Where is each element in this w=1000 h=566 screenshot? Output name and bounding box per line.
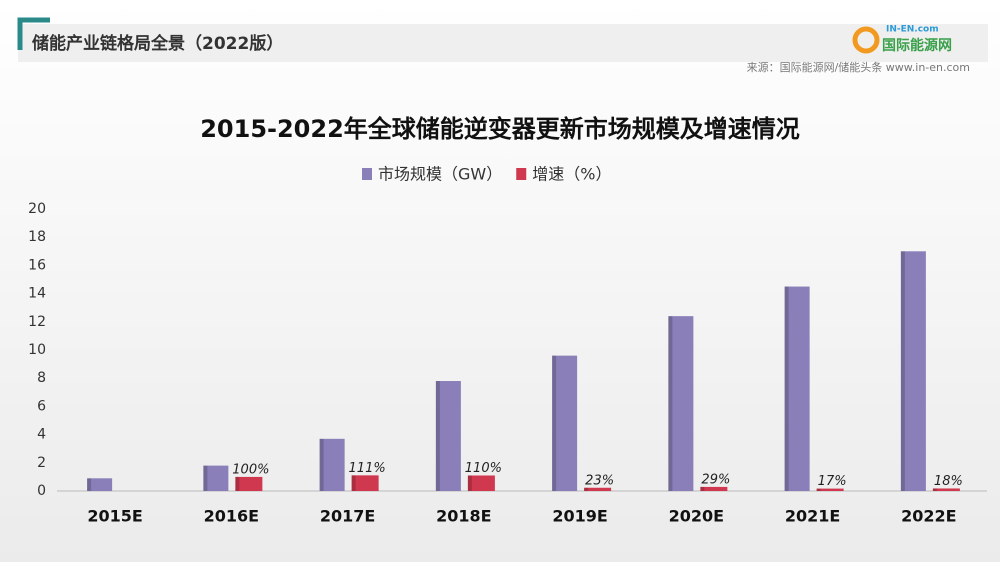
bar-side: [351, 475, 356, 491]
y-tick-label: 4: [37, 427, 46, 443]
logo-icon: [852, 26, 880, 54]
bar: [435, 381, 461, 491]
bar: [700, 486, 728, 491]
x-tick-label: 2016E: [204, 507, 259, 526]
bar: [319, 438, 345, 491]
bar: [668, 316, 694, 491]
bar-side: [784, 286, 789, 491]
bar: [467, 475, 495, 491]
bar: [203, 465, 229, 491]
bar-side: [900, 251, 905, 491]
chart-title: 2015-2022年全球储能逆变器更新市场规模及增速情况: [200, 115, 800, 143]
bar: [235, 476, 263, 491]
x-tick-label: 2020E: [669, 507, 724, 526]
y-tick-label: 12: [28, 314, 46, 330]
y-tick-label: 0: [37, 483, 46, 499]
legend-swatch: [516, 168, 527, 180]
data-label: 29%: [701, 472, 730, 487]
bar-side: [700, 486, 705, 491]
y-tick-label: 2: [37, 455, 46, 471]
x-tick-label: 2018E: [436, 507, 491, 526]
x-tick-label: 2021E: [785, 507, 840, 526]
source: 来源：国际能源网/储能头条 www.in-en.com: [747, 60, 970, 74]
header-bracket: [17, 17, 50, 50]
data-label: 18%: [934, 474, 963, 489]
bar: [816, 488, 844, 491]
x-tick-label: 2017E: [320, 507, 375, 526]
data-label: 111%: [349, 461, 386, 476]
y-tick-label: 10: [28, 342, 46, 358]
bar: [784, 286, 810, 491]
logo-main: 国际能源网: [882, 37, 952, 54]
bar: [584, 487, 612, 491]
bar-side: [584, 487, 589, 491]
x-tick-label: 2022E: [901, 507, 956, 526]
y-tick-label: 16: [28, 257, 46, 273]
legend-label: 市场规模（GW）: [378, 165, 502, 184]
legend-label: 增速（%）: [532, 165, 611, 184]
bar-side: [87, 478, 92, 491]
data-label: 110%: [465, 461, 502, 476]
y-tick-label: 18: [28, 229, 46, 245]
bar: [900, 251, 926, 491]
y-tick-label: 6: [37, 398, 46, 414]
x-tick-label: 2019E: [552, 507, 607, 526]
legend-swatch: [362, 168, 372, 180]
bar-side: [467, 475, 472, 491]
bar-side: [435, 381, 440, 491]
bar-side: [203, 465, 208, 491]
header-band: [18, 24, 988, 62]
header-title: 储能产业链格局全景（2022版）: [32, 33, 283, 54]
bar: [552, 355, 578, 491]
bar-side: [552, 355, 557, 491]
y-tick-label: 20: [28, 201, 46, 217]
data-label: 100%: [232, 462, 269, 477]
data-label: 17%: [818, 474, 847, 489]
bar-side: [932, 488, 937, 491]
bar: [932, 488, 960, 491]
y-tick-label: 8: [37, 370, 46, 386]
bar: [87, 478, 113, 491]
y-tick-label: 14: [28, 286, 46, 302]
bar-side: [235, 476, 240, 491]
data-label: 23%: [585, 473, 614, 488]
bar-side: [319, 438, 324, 491]
x-tick-label: 2015E: [87, 507, 142, 526]
bar-side: [668, 316, 673, 491]
bar-side: [816, 488, 821, 491]
bar: [351, 475, 379, 491]
logo-top: IN-EN.com: [886, 25, 939, 35]
